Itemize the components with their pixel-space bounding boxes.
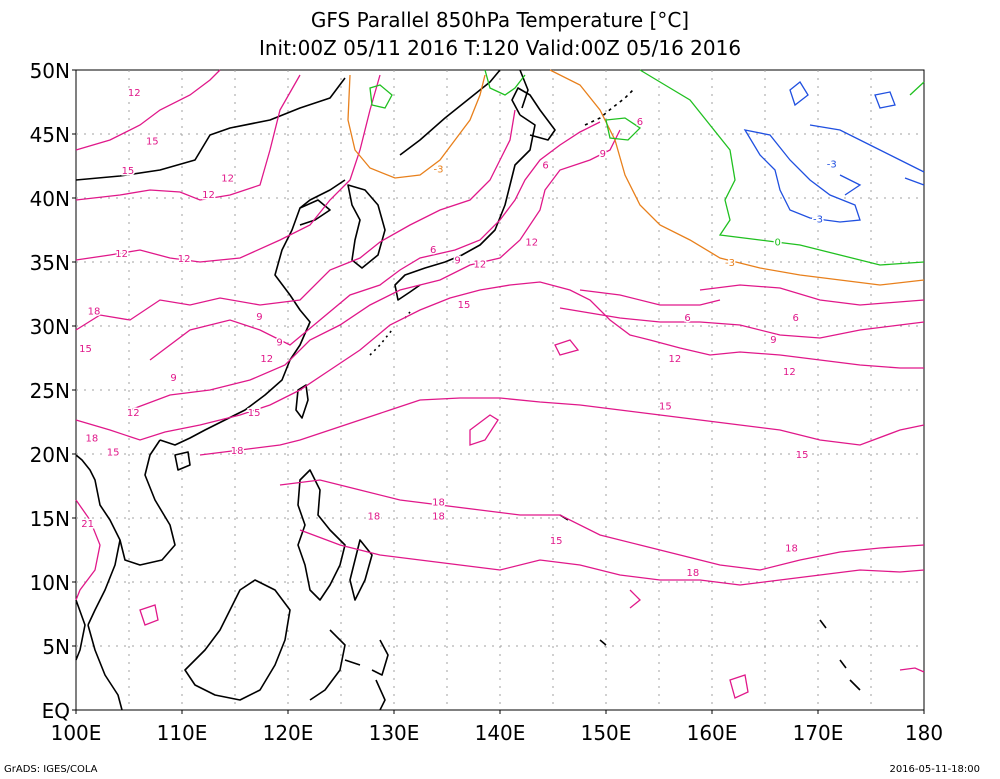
- contour-label: 6: [542, 161, 548, 172]
- contour-label: 9: [256, 312, 262, 323]
- contour-label: 6: [637, 117, 643, 128]
- contour-label: -3: [827, 159, 837, 170]
- contour-label: 6: [793, 313, 799, 324]
- lat-label: 40N: [30, 187, 70, 211]
- contour-label: 12: [473, 259, 486, 270]
- contour-label: 15: [659, 401, 672, 412]
- credit-text: GrADS: IGES/COLA: [4, 764, 98, 775]
- contour-label: 18: [687, 568, 700, 579]
- lat-label: 45N: [30, 123, 70, 147]
- contour-label: -3: [434, 165, 444, 176]
- contour-label: 9: [600, 149, 606, 160]
- contour-label: 12: [669, 354, 682, 365]
- gridlines: [76, 70, 924, 710]
- contours-blue: [743, 81, 925, 223]
- contour-label: 21: [81, 519, 94, 530]
- contour-label: 15: [146, 136, 159, 147]
- contour-label: 9: [770, 335, 776, 346]
- contour-label: 15: [796, 450, 809, 461]
- lat-label: 20N: [30, 443, 70, 467]
- lon-label: 140E: [475, 721, 526, 745]
- contour-label: 15: [248, 408, 261, 419]
- contour-label: 18: [88, 307, 101, 318]
- lon-label: 120E: [263, 721, 314, 745]
- contour-label: 15: [79, 344, 92, 355]
- lat-label: 25N: [30, 379, 70, 403]
- contour-label: 18: [367, 511, 380, 522]
- contour-label: 6: [684, 313, 690, 324]
- lon-label: 150E: [581, 721, 632, 745]
- lat-label: 10N: [30, 571, 70, 595]
- contour-label: 12: [525, 238, 538, 249]
- contour-label: 18: [231, 446, 244, 457]
- contour-label: 12: [128, 88, 141, 99]
- contour-label: 12: [178, 254, 191, 265]
- lon-label: 110E: [157, 721, 208, 745]
- contour-label: 12: [221, 174, 234, 185]
- contours-green: [369, 69, 925, 266]
- contour-label: 9: [276, 337, 282, 348]
- contours-orange: [347, 69, 925, 286]
- contour-label: 15: [122, 166, 135, 177]
- contour-label: -3: [813, 214, 823, 225]
- lat-label: EQ: [42, 699, 70, 723]
- contour-label: 15: [458, 300, 471, 311]
- contour-label: 9: [170, 373, 176, 384]
- lon-label: 100E: [51, 721, 102, 745]
- lon-label: 130E: [369, 721, 420, 745]
- contours-magenta: [75, 69, 925, 699]
- lat-label: 15N: [30, 507, 70, 531]
- contour-label: 18: [86, 433, 99, 444]
- contour-label: 18: [785, 543, 798, 554]
- contour-label: 12: [115, 249, 128, 260]
- lat-label: 30N: [30, 315, 70, 339]
- contour-label: 18: [432, 511, 445, 522]
- map-subtitle: Init:00Z 05/11 2016 T:120 Valid:00Z 05/1…: [258, 36, 742, 60]
- map-title: GFS Parallel 850hPa Temperature [°C]: [310, 8, 690, 32]
- contour-label: 12: [127, 408, 140, 419]
- lon-label: 180: [905, 721, 943, 745]
- contour-label: 12: [783, 367, 796, 378]
- contour-label: 0: [775, 238, 781, 249]
- contour-label: 6: [430, 245, 436, 256]
- contour-label: 15: [550, 536, 563, 547]
- contour-label: 15: [107, 447, 120, 458]
- contour-label: 18: [432, 497, 445, 508]
- timestamp-text: 2016-05-11-18:00: [889, 764, 980, 775]
- lon-label: 170E: [793, 721, 844, 745]
- lon-label: 160E: [687, 721, 738, 745]
- contour-label: 9: [454, 255, 460, 266]
- contour-label: 12: [202, 190, 215, 201]
- lat-label: 50N: [30, 59, 70, 83]
- contour-label: 12: [260, 354, 273, 365]
- lat-label: 35N: [30, 251, 70, 275]
- coastlines: [75, 69, 861, 711]
- contour-label: -3: [725, 258, 735, 269]
- lat-label: 5N: [42, 635, 70, 659]
